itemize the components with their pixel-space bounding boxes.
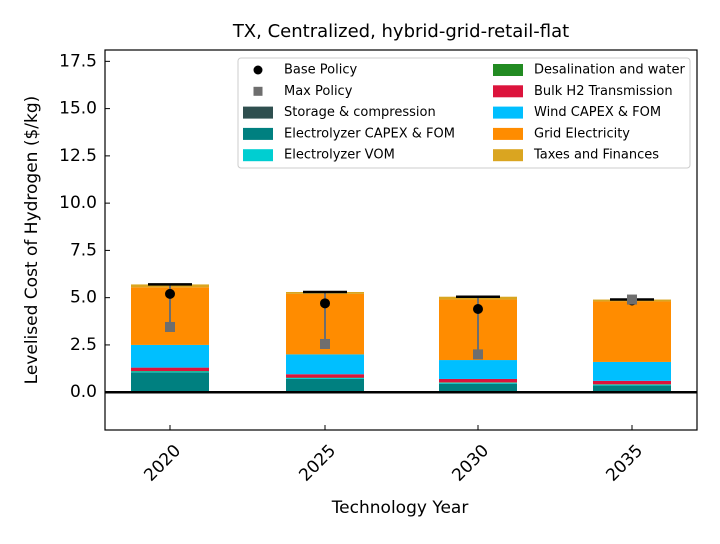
legend-swatch <box>493 107 523 119</box>
y-tick-label: 2.5 <box>70 335 97 355</box>
bar-segment <box>131 368 209 371</box>
legend-label: Wind CAPEX & FOM <box>534 105 661 120</box>
chart-title: TX, Centralized, hybrid-grid-retail-flat <box>232 21 569 42</box>
bar-segment <box>593 301 671 361</box>
bar-segment <box>439 383 517 384</box>
y-tick-label: 0.0 <box>70 382 97 402</box>
y-tick-label: 17.5 <box>59 51 97 71</box>
point-marker <box>627 295 637 305</box>
legend-marker <box>254 66 263 75</box>
point-marker <box>473 304 483 314</box>
legend-label: Base Policy <box>284 63 357 78</box>
x-tick-label: 2020 <box>140 441 185 486</box>
legend-label: Grid Electricity <box>534 126 630 141</box>
legend-label: Max Policy <box>284 84 353 99</box>
x-axis-label: Technology Year <box>331 498 469 518</box>
legend-swatch <box>243 128 273 140</box>
bar-segment <box>286 354 364 374</box>
legend-label: Taxes and Finances <box>533 148 659 163</box>
bar-segment <box>131 372 209 391</box>
legend-marker <box>254 87 263 96</box>
bar-segment <box>286 378 364 379</box>
legend-label: Bulk H2 Transmission <box>534 84 673 99</box>
bar-segment <box>439 360 517 379</box>
legend-swatch <box>493 149 523 161</box>
bar-segment <box>593 381 671 384</box>
legend-swatch <box>493 85 523 97</box>
bar-segment <box>131 345 209 368</box>
bar-segment <box>593 362 671 381</box>
legend-label: Storage & compression <box>284 105 436 120</box>
point-marker <box>320 298 330 308</box>
legend-swatch <box>243 107 273 119</box>
legend-swatch <box>493 128 523 140</box>
bar-segment <box>439 384 517 392</box>
legend-label: Electrolyzer VOM <box>284 148 395 163</box>
bar-segment <box>593 386 671 392</box>
x-tick-label: 2035 <box>602 441 647 486</box>
legend-swatch <box>243 149 273 161</box>
point-marker <box>165 322 175 332</box>
y-tick-label: 12.5 <box>59 146 97 166</box>
bar-segment <box>286 374 364 377</box>
bar-segment <box>593 385 671 386</box>
y-tick-label: 5.0 <box>70 288 97 308</box>
y-tick-label: 15.0 <box>59 99 97 119</box>
bar-segment <box>131 371 209 372</box>
legend-label: Desalination and water <box>534 63 685 78</box>
x-tick-label: 2030 <box>448 441 493 486</box>
point-marker <box>473 349 483 359</box>
point-marker <box>320 339 330 349</box>
bar-segment <box>286 379 364 391</box>
x-tick-label: 2025 <box>295 441 340 486</box>
y-axis-label: Levelised Cost of Hydrogen ($/kg) <box>22 96 42 385</box>
bar-segment <box>439 379 517 382</box>
legend-swatch <box>493 64 523 76</box>
point-marker <box>165 289 175 299</box>
y-tick-label: 7.5 <box>70 240 97 260</box>
y-tick-label: 10.0 <box>59 193 97 213</box>
legend-label: Electrolyzer CAPEX & FOM <box>284 126 455 141</box>
